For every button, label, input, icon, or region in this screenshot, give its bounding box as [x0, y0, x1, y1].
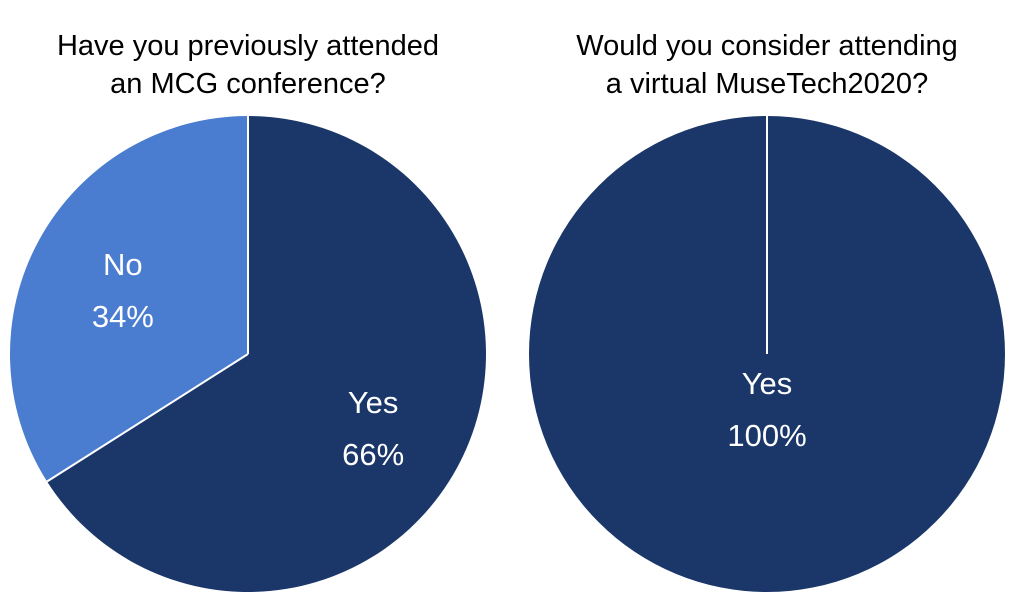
slice-label: Yes — [742, 366, 793, 401]
slice-label: Yes — [348, 385, 399, 420]
chart-title: an MCG conference? — [110, 68, 386, 100]
chart-title: Have you previously attended — [57, 30, 439, 62]
pie-slice — [10, 116, 248, 482]
slice-value: 66% — [342, 437, 404, 472]
slice-border — [46, 353, 249, 483]
chart-title: a virtual MuseTech2020? — [606, 68, 928, 100]
chart-title: Would you consider attending — [576, 30, 958, 62]
slice-label: No — [103, 247, 143, 282]
slice-value: 34% — [92, 299, 154, 334]
slice-value: 100% — [727, 418, 806, 453]
pie-slice — [47, 116, 487, 592]
